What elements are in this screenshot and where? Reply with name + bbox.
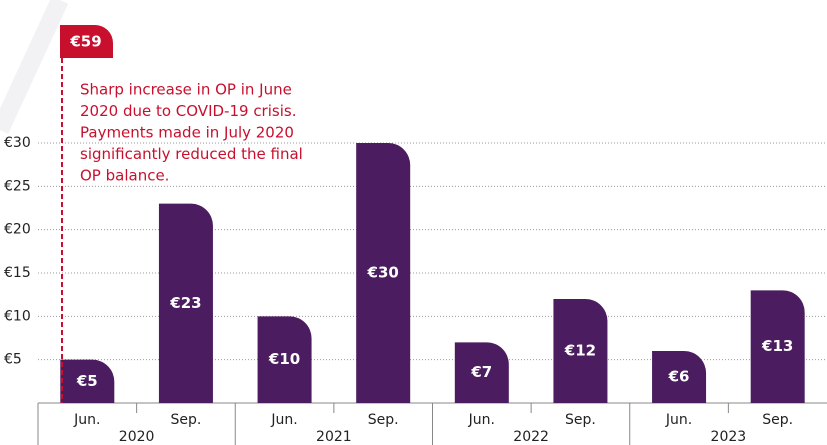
bar-label: €30	[367, 264, 399, 282]
year-label: 2022	[513, 429, 549, 445]
x-tick-label: Jun.	[665, 412, 692, 428]
x-tick-label: Sep.	[565, 412, 596, 428]
annotation-text: OP balance.	[80, 167, 169, 185]
annotation-flag-label: €59	[69, 33, 101, 51]
x-tick-label: Sep.	[762, 412, 793, 428]
y-tick-label: €20	[4, 222, 31, 238]
bar	[454, 342, 509, 403]
y-tick-label: €30	[4, 135, 31, 151]
bar	[356, 143, 411, 403]
bar	[158, 203, 213, 403]
year-label: 2021	[316, 429, 352, 445]
x-tick-label: Sep.	[368, 412, 399, 428]
y-tick-label: €25	[4, 178, 31, 194]
annotation-text: 2020 due to COVID-19 crisis.	[80, 102, 296, 120]
bar-label: €5	[76, 372, 98, 390]
year-label: 2023	[711, 429, 747, 445]
y-tick-label: €5	[4, 352, 22, 368]
annotation-text: Sharp increase in OP in June	[80, 81, 292, 99]
background-stripe	[0, 0, 69, 134]
bar	[257, 316, 312, 403]
x-tick-label: Jun.	[468, 412, 495, 428]
x-tick-label: Jun.	[73, 412, 100, 428]
bar-label: €6	[668, 368, 690, 386]
x-tick-label: Sep.	[171, 412, 202, 428]
bar-label: €10	[268, 350, 300, 368]
annotation-text: significantly reduced the final	[80, 145, 303, 163]
bar-label: €23	[169, 294, 201, 312]
bar-label: €13	[761, 337, 793, 355]
bar	[553, 299, 608, 403]
bar-label: €7	[470, 363, 492, 381]
year-label: 2020	[119, 429, 155, 445]
y-tick-label: €10	[4, 308, 31, 324]
bar	[652, 351, 707, 403]
x-tick-label: Jun.	[270, 412, 297, 428]
y-tick-label: €15	[4, 265, 31, 281]
annotation-text: Payments made in July 2020	[80, 124, 294, 142]
bar	[750, 290, 805, 403]
bar-label: €12	[564, 342, 596, 360]
annotation-flag	[60, 25, 113, 58]
bar	[60, 359, 115, 403]
